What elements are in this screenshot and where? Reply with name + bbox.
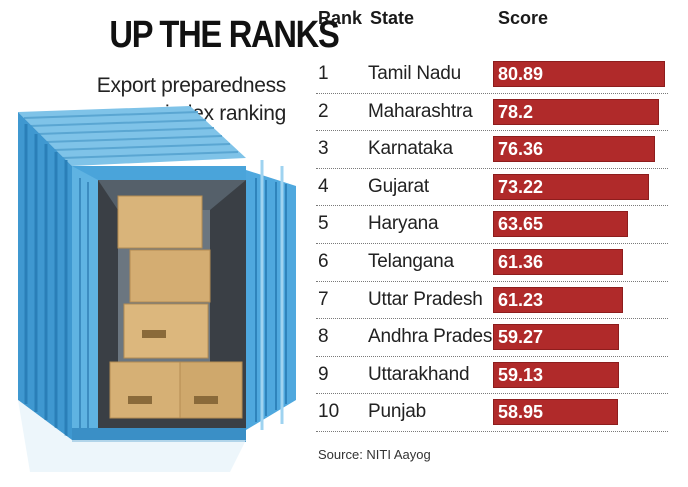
source-note: Source: NITI Aayog xyxy=(318,447,431,462)
score-label: 58.95 xyxy=(498,402,544,423)
row-divider xyxy=(316,243,668,244)
state-cell: Gujarat xyxy=(368,175,429,197)
state-cell: Karnataka xyxy=(368,138,453,160)
score-label: 78.2 xyxy=(498,101,534,122)
score-bar xyxy=(493,249,624,275)
state-cell: Haryana xyxy=(368,213,439,235)
row-divider xyxy=(316,167,668,169)
rank-cell: 5 xyxy=(318,213,329,235)
header-state: State xyxy=(370,8,415,28)
chart-subtitle: Export preparedness index ranking xyxy=(96,74,287,125)
state-cell: Uttar Pradesh xyxy=(368,288,483,310)
score-bar xyxy=(493,136,656,163)
score-bar xyxy=(493,61,665,87)
score-bar xyxy=(493,286,624,313)
rank-cell: 3 xyxy=(318,138,329,160)
score-bar xyxy=(493,173,649,200)
score-bar xyxy=(493,98,660,125)
row-divider xyxy=(316,205,668,207)
state-cell: Telangana xyxy=(368,251,454,272)
rank-cell: 4 xyxy=(318,175,329,197)
chart-title: UP THE RANKS xyxy=(109,14,339,56)
row-divider xyxy=(316,130,668,132)
header-rank: Rank xyxy=(318,8,363,28)
score-label: 59.13 xyxy=(498,364,544,385)
rank-cell: 2 xyxy=(318,100,329,122)
score-bar xyxy=(493,324,620,351)
header-score: Score xyxy=(498,8,549,28)
row-divider xyxy=(316,431,668,432)
score-bar xyxy=(493,361,619,388)
score-label: 59.27 xyxy=(498,327,544,348)
score-label: 63.65 xyxy=(498,214,544,235)
score-label: 61.36 xyxy=(498,252,544,272)
row-divider xyxy=(316,280,668,282)
state-cell: Maharashtra xyxy=(368,100,473,122)
row-divider xyxy=(316,318,668,320)
state-cell: Tamil Nadu xyxy=(368,63,462,84)
score-bar xyxy=(493,211,629,238)
score-bar xyxy=(493,399,619,426)
score-label: 80.89 xyxy=(498,64,544,84)
rank-cell: 6 xyxy=(318,251,329,272)
score-label: 61.23 xyxy=(498,289,544,310)
score-label: 73.22 xyxy=(498,176,544,197)
row-divider xyxy=(316,355,668,357)
state-cell: Uttarakhand xyxy=(368,363,470,385)
rank-cell: 8 xyxy=(318,326,329,348)
row-divider xyxy=(316,393,668,395)
score-label: 76.36 xyxy=(498,139,544,160)
rank-cell: 10 xyxy=(318,401,340,423)
shipping-container-illustration xyxy=(18,106,296,472)
rank-cell: 7 xyxy=(318,288,329,310)
row-divider xyxy=(316,92,668,94)
state-cell: Andhra Pradesh xyxy=(368,326,503,348)
rank-cell: 9 xyxy=(318,363,329,385)
rank-cell: 1 xyxy=(318,63,329,84)
state-cell: Punjab xyxy=(368,401,426,423)
